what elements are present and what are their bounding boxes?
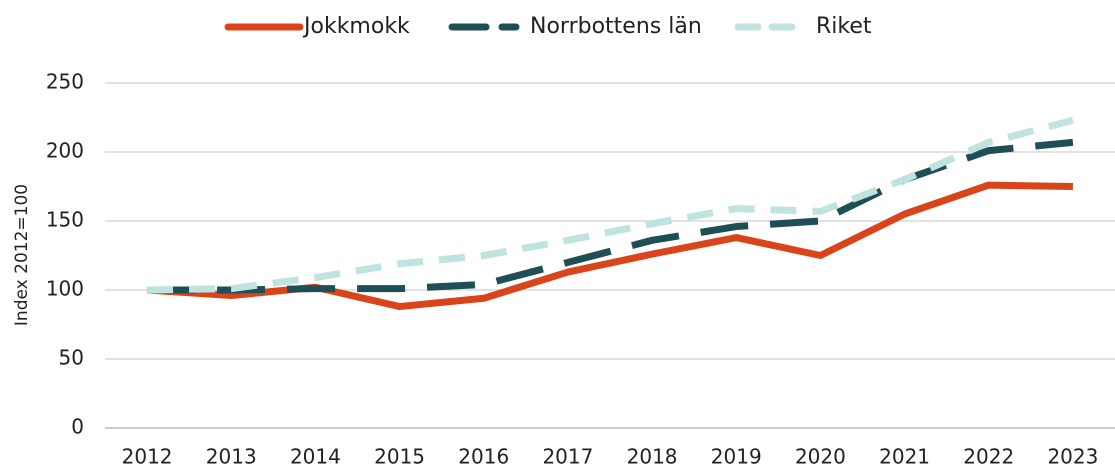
y-axis-label: Index 2012=100	[12, 184, 32, 326]
y-tick-label: 150	[46, 208, 84, 232]
x-tick-label: 2021	[879, 445, 930, 468]
y-tick-label: 200	[46, 139, 84, 163]
x-tick-label: 2014	[290, 445, 341, 468]
series-line	[146, 181, 1073, 311]
x-tick-label: 2017	[542, 445, 593, 468]
legend-label: Jokkmokk	[302, 14, 410, 39]
x-tick-label: 2020	[795, 445, 846, 468]
x-tick-label: 2013	[206, 445, 257, 468]
x-tick-label: 2019	[711, 445, 762, 468]
x-tick-label: 2023	[1047, 445, 1098, 468]
series-line	[147, 116, 1074, 294]
y-tick-label: 100	[46, 277, 84, 301]
x-tick-label: 2012	[122, 445, 173, 468]
x-tick-label: 2016	[458, 445, 509, 468]
series-line	[147, 138, 1074, 294]
y-tick-label: 50	[59, 346, 84, 370]
y-tick-label: 250	[46, 70, 84, 94]
y-tick-label: 0	[71, 415, 84, 439]
x-tick-label: 2018	[627, 445, 678, 468]
x-tick-label: 2015	[374, 445, 425, 468]
x-tick-label: 2022	[963, 445, 1014, 468]
legend-label: Riket	[816, 14, 872, 39]
legend-label: Norrbottens län	[530, 14, 702, 39]
